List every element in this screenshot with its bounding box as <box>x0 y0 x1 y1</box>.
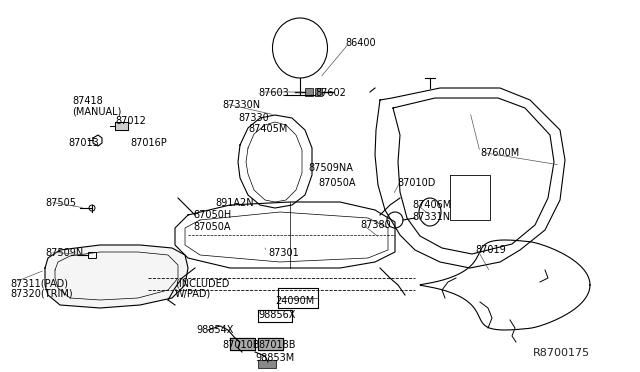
Text: 98854X: 98854X <box>196 325 234 335</box>
Text: 87050A: 87050A <box>318 178 355 188</box>
Text: 87012: 87012 <box>115 116 146 126</box>
Text: R8700175: R8700175 <box>533 348 590 358</box>
Text: 87600M: 87600M <box>480 148 519 158</box>
Text: 87019: 87019 <box>475 245 506 255</box>
Text: 87018B: 87018B <box>258 340 296 350</box>
Text: 87050A: 87050A <box>193 222 230 232</box>
Text: 87406M: 87406M <box>412 200 451 210</box>
Text: (MANUAL): (MANUAL) <box>72 107 122 117</box>
Text: 98853M: 98853M <box>255 353 294 363</box>
Polygon shape <box>258 338 283 350</box>
Text: 87418: 87418 <box>72 96 103 106</box>
Text: 87050H: 87050H <box>193 210 231 220</box>
Text: 24090M: 24090M <box>275 296 314 306</box>
Text: 87330N: 87330N <box>222 100 260 110</box>
Polygon shape <box>115 122 128 130</box>
Text: 87301: 87301 <box>268 248 299 258</box>
Bar <box>88 252 96 258</box>
Text: 891A2N: 891A2N <box>215 198 253 208</box>
Bar <box>315 88 322 96</box>
Bar <box>258 360 276 368</box>
Bar <box>305 88 313 96</box>
Text: 87331N: 87331N <box>412 212 450 222</box>
Text: 87405M: 87405M <box>248 124 287 134</box>
Text: 98856X: 98856X <box>258 310 296 320</box>
Text: 87505: 87505 <box>45 198 76 208</box>
Text: (INCLUDED: (INCLUDED <box>175 278 229 288</box>
Text: 87013: 87013 <box>68 138 99 148</box>
Text: W/PAD): W/PAD) <box>175 289 211 299</box>
Polygon shape <box>230 338 255 350</box>
Text: 87311(PAD): 87311(PAD) <box>10 278 68 288</box>
Text: 87602: 87602 <box>315 88 346 98</box>
Text: 87010D: 87010D <box>397 178 435 188</box>
Text: 87330: 87330 <box>238 113 269 123</box>
Text: 87010B: 87010B <box>222 340 259 350</box>
Text: 86400: 86400 <box>345 38 376 48</box>
Text: 87509N: 87509N <box>45 248 83 258</box>
Text: 87320(TRIM): 87320(TRIM) <box>10 289 72 299</box>
Polygon shape <box>45 245 188 308</box>
Text: 87380: 87380 <box>360 220 391 230</box>
Text: 87016P: 87016P <box>130 138 167 148</box>
Text: 87603: 87603 <box>258 88 289 98</box>
Text: 87509NA: 87509NA <box>308 163 353 173</box>
